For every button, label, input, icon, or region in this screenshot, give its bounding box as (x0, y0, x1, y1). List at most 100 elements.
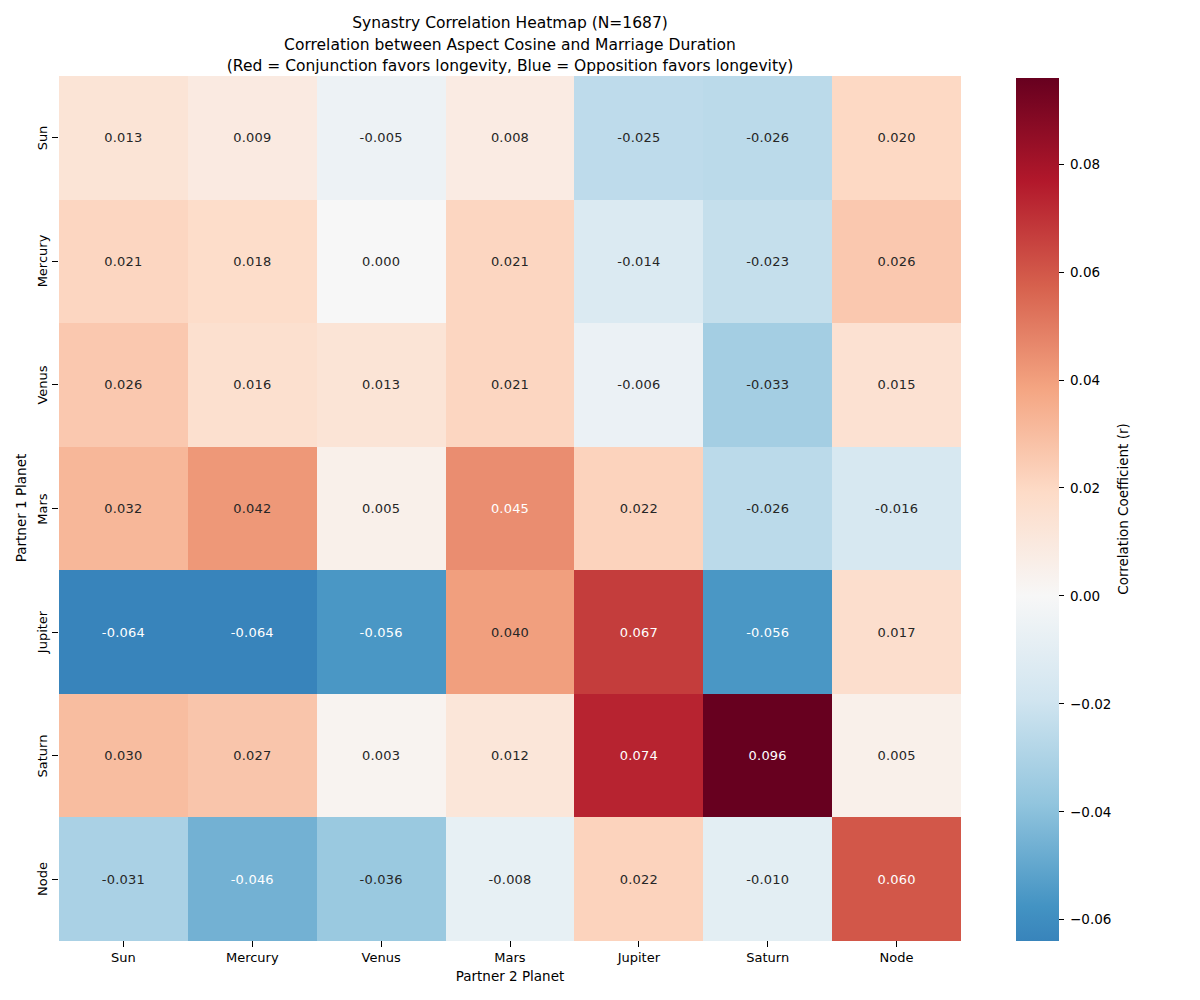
x-axis-label: Partner 2 Planet (456, 968, 565, 984)
x-tick-label-node: Node (880, 950, 914, 965)
cell-value-annotation: -0.026 (746, 501, 789, 516)
heatmap-cell-mercury-node: 0.026 (832, 200, 961, 324)
heatmap-cell-jupiter-saturn: -0.056 (703, 570, 832, 694)
heatmap-cell-mercury-venus: 0.000 (317, 200, 446, 324)
y-tick-mark (52, 879, 58, 880)
heatmap-cell-venus-node: 0.015 (832, 323, 961, 447)
cell-value-annotation: 0.042 (233, 501, 271, 516)
heatmap-cell-venus-jupiter: -0.006 (574, 323, 703, 447)
cell-value-annotation: 0.040 (491, 625, 529, 640)
heatmap-cell-venus-venus: 0.013 (317, 323, 446, 447)
heatmap-cell-mercury-sun: 0.021 (59, 200, 188, 324)
heatmap-cell-sun-mercury: 0.009 (188, 76, 317, 200)
cell-value-annotation: 0.003 (362, 748, 400, 763)
colorbar-tick-label: 0.02 (1070, 480, 1100, 496)
cell-value-annotation: 0.026 (104, 377, 142, 392)
colorbar-tick-mark (1059, 380, 1064, 381)
colorbar-tick-label: 0.08 (1070, 156, 1100, 172)
heatmap-cell-saturn-venus: 0.003 (317, 694, 446, 818)
colorbar-tick-mark (1059, 272, 1064, 273)
colorbar-tick-label: −0.06 (1070, 911, 1111, 927)
heatmap-cell-saturn-mars: 0.012 (446, 694, 575, 818)
cell-value-annotation: 0.000 (362, 254, 400, 269)
heatmap-cell-node-jupiter: 0.022 (574, 817, 703, 941)
y-tick-mark (52, 755, 58, 756)
colorbar-tick-label: 0.00 (1070, 588, 1100, 604)
chart-title-block: Synastry Correlation Heatmap (N=1687) Co… (59, 13, 961, 78)
heatmap-grid: 0.0130.009-0.0050.008-0.025-0.0260.0200.… (59, 76, 961, 941)
cell-value-annotation: 0.005 (877, 748, 915, 763)
heatmap-cell-jupiter-mercury: -0.064 (188, 570, 317, 694)
x-tick-label-sun: Sun (111, 950, 136, 965)
cell-value-annotation: -0.064 (102, 625, 145, 640)
heatmap-cell-venus-mars: 0.021 (446, 323, 575, 447)
heatmap-cell-sun-venus: -0.005 (317, 76, 446, 200)
heatmap-cell-mercury-jupiter: -0.014 (574, 200, 703, 324)
x-tick-label-mars: Mars (494, 950, 525, 965)
cell-value-annotation: 0.020 (877, 130, 915, 145)
heatmap-cell-jupiter-node: 0.017 (832, 570, 961, 694)
colorbar-tick-mark (1059, 919, 1064, 920)
cell-value-annotation: -0.005 (360, 130, 403, 145)
y-tick-label-venus: Venus (35, 365, 50, 404)
y-tick-label-mars: Mars (35, 493, 50, 524)
cell-value-annotation: 0.026 (877, 254, 915, 269)
cell-value-annotation: -0.014 (617, 254, 660, 269)
heatmap-cell-sun-saturn: -0.026 (703, 76, 832, 200)
cell-value-annotation: -0.033 (746, 377, 789, 392)
heatmap-cell-node-venus: -0.036 (317, 817, 446, 941)
heatmap-cell-node-node: 0.060 (832, 817, 961, 941)
cell-value-annotation: -0.016 (875, 501, 918, 516)
cell-value-annotation: 0.021 (491, 377, 529, 392)
cell-value-annotation: 0.022 (620, 501, 658, 516)
cell-value-annotation: 0.015 (877, 377, 915, 392)
colorbar-tick-label: 0.06 (1070, 264, 1100, 280)
cell-value-annotation: -0.046 (231, 872, 274, 887)
heatmap-cell-mercury-saturn: -0.023 (703, 200, 832, 324)
x-tick-mark (252, 941, 253, 947)
cell-value-annotation: 0.096 (749, 748, 787, 763)
y-tick-label-jupiter: Jupiter (35, 611, 50, 653)
x-tick-mark (381, 941, 382, 947)
cell-value-annotation: 0.008 (491, 130, 529, 145)
heatmap-cell-mars-node: -0.016 (832, 447, 961, 571)
figure-canvas: Synastry Correlation Heatmap (N=1687) Co… (0, 0, 1200, 1000)
colorbar-tick-mark (1059, 703, 1064, 704)
heatmap-cell-mars-mars: 0.045 (446, 447, 575, 571)
cell-value-annotation: 0.074 (620, 748, 658, 763)
heatmap-cell-mars-mercury: 0.042 (188, 447, 317, 571)
y-tick-label-mercury: Mercury (35, 235, 50, 288)
x-tick-label-jupiter: Jupiter (618, 950, 660, 965)
cell-value-annotation: 0.022 (620, 872, 658, 887)
cell-value-annotation: 0.005 (362, 501, 400, 516)
cell-value-annotation: -0.064 (231, 625, 274, 640)
x-tick-mark (123, 941, 124, 947)
cell-value-annotation: 0.017 (877, 625, 915, 640)
cell-value-annotation: 0.032 (104, 501, 142, 516)
cell-value-annotation: 0.016 (233, 377, 271, 392)
heatmap-cell-node-mars: -0.008 (446, 817, 575, 941)
x-tick-mark (510, 941, 511, 947)
heatmap-cell-node-sun: -0.031 (59, 817, 188, 941)
heatmap-cell-saturn-mercury: 0.027 (188, 694, 317, 818)
heatmap-cell-jupiter-sun: -0.064 (59, 570, 188, 694)
cell-value-annotation: -0.008 (488, 872, 531, 887)
cell-value-annotation: -0.023 (746, 254, 789, 269)
cell-value-annotation: -0.026 (746, 130, 789, 145)
y-tick-mark (52, 508, 58, 509)
cell-value-annotation: -0.010 (746, 872, 789, 887)
heatmap-cell-mars-saturn: -0.026 (703, 447, 832, 571)
heatmap-cell-jupiter-mars: 0.040 (446, 570, 575, 694)
cell-value-annotation: 0.009 (233, 130, 271, 145)
heatmap-cell-saturn-jupiter: 0.074 (574, 694, 703, 818)
cell-value-annotation: -0.056 (746, 625, 789, 640)
x-tick-label-mercury: Mercury (226, 950, 279, 965)
y-axis-label: Partner 1 Planet (13, 454, 29, 563)
heatmap-cell-sun-node: 0.020 (832, 76, 961, 200)
cell-value-annotation: 0.067 (620, 625, 658, 640)
colorbar-label: Correlation Coefficient (r) (1115, 423, 1131, 594)
x-tick-mark (767, 941, 768, 947)
cell-value-annotation: 0.060 (877, 872, 915, 887)
heatmap-cell-mercury-mars: 0.021 (446, 200, 575, 324)
y-tick-mark (52, 632, 58, 633)
